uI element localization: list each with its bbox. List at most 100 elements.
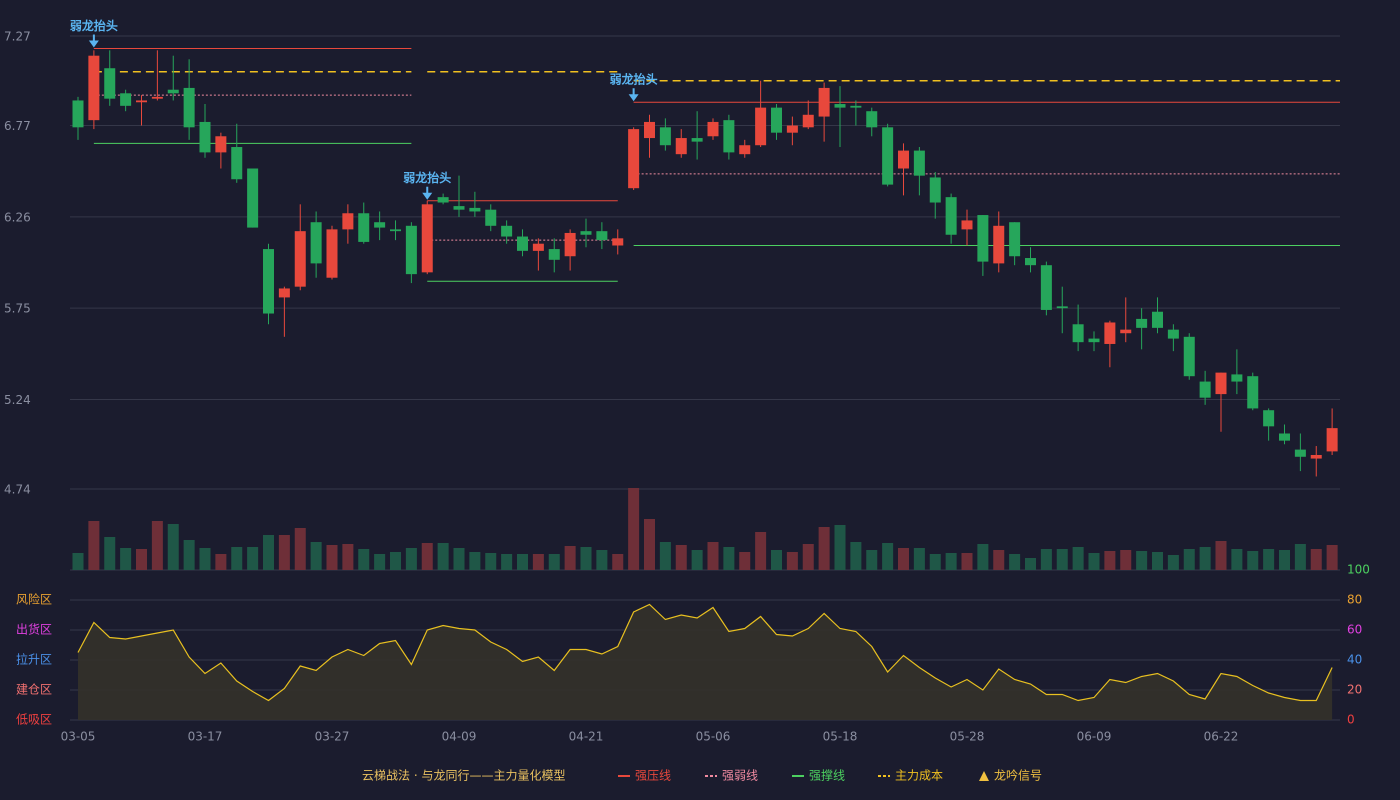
candle-body: [548, 249, 560, 260]
volume-bar: [1263, 549, 1275, 570]
candle-body: [882, 127, 894, 185]
candle-body: [374, 222, 386, 228]
candle-body: [263, 249, 274, 314]
candle-body: [802, 114, 814, 128]
candle-body: [88, 55, 100, 121]
volume-bar: [786, 552, 798, 570]
y2-tick-label: 20: [1347, 683, 1362, 697]
candle-body: [136, 100, 147, 103]
volume-bar: [421, 543, 433, 570]
volume-bar: [691, 550, 703, 570]
candle-body: [453, 206, 465, 210]
zone-label: 低吸区: [16, 713, 52, 727]
volume-bar: [358, 549, 370, 570]
candle-body: [834, 104, 846, 108]
volume-bar: [1215, 541, 1227, 570]
volume-bar: [1056, 549, 1068, 570]
annotation-arrow-head: [628, 94, 639, 102]
candle-body: [1136, 318, 1148, 328]
candle-body: [1215, 372, 1227, 395]
volume-bar: [374, 554, 386, 570]
volume-bar: [961, 553, 973, 570]
candle-body: [1025, 258, 1036, 266]
volume-bar: [548, 554, 560, 570]
candle-body: [405, 225, 417, 275]
candle-body: [628, 129, 640, 189]
volume-bar: [929, 554, 941, 570]
y2-tick-label: 60: [1347, 623, 1362, 637]
candle-body: [1072, 324, 1084, 343]
y2-tick-label: 40: [1347, 653, 1362, 667]
candle-body: [644, 121, 655, 139]
volume-bar: [1247, 551, 1259, 570]
volume-bar: [532, 554, 544, 570]
volume-bar: [945, 553, 957, 570]
volume-bar: [278, 535, 290, 570]
x-tick-label: 06-09: [1077, 730, 1112, 744]
candle-body: [1310, 454, 1322, 459]
legend-label: 强压线: [635, 769, 671, 783]
volume-bar: [659, 542, 671, 570]
candle-body: [1294, 449, 1306, 457]
candle-body: [929, 177, 941, 203]
volume-bar: [882, 543, 894, 570]
volume-bar: [818, 527, 830, 570]
candle-body: [691, 138, 703, 142]
y-tick-label: 7.27: [4, 30, 31, 44]
y2-tick-label: 100: [1347, 563, 1370, 577]
volume-bar: [167, 524, 179, 570]
x-tick-label: 06-22: [1204, 730, 1239, 744]
candle-body: [1279, 433, 1290, 441]
volume-bar: [390, 552, 401, 570]
candle-body: [421, 204, 433, 273]
y2-tick-label: 0: [1347, 713, 1355, 727]
volume-bar: [866, 550, 878, 570]
y-tick-label: 5.75: [4, 302, 31, 316]
candle-body: [469, 207, 481, 212]
candle-body: [151, 96, 163, 99]
y-tick-label: 4.74: [4, 483, 31, 497]
y-tick-label: 6.26: [4, 210, 31, 224]
y2-tick-label: 80: [1347, 593, 1362, 607]
candle-body: [485, 209, 497, 226]
annotation-arrow-head: [422, 192, 433, 200]
volume-bar: [310, 542, 322, 570]
zone-label: 拉升区: [16, 652, 52, 667]
x-tick-label: 03-17: [188, 730, 223, 744]
candle-body: [786, 125, 798, 133]
volume-bar: [1310, 549, 1322, 570]
volume-bar: [1279, 550, 1290, 570]
x-tick-label: 04-21: [569, 730, 604, 744]
legend-label: 主力成本: [895, 769, 943, 783]
volume-bar: [1120, 550, 1132, 570]
candle-body: [72, 100, 84, 128]
zone-label: 风险区: [16, 592, 52, 607]
zone-label: 建仓区: [16, 683, 52, 697]
candle-body: [1199, 381, 1211, 398]
candle-body: [104, 68, 116, 99]
candle-body: [945, 197, 957, 235]
volume-bar: [802, 544, 814, 570]
candle-body: [1263, 410, 1275, 427]
volume-bar: [294, 528, 306, 570]
volume-bar: [501, 554, 513, 570]
annotation-text: 弱龙抬头: [610, 72, 658, 87]
candle-body: [1104, 322, 1116, 344]
candle-body: [675, 138, 687, 155]
volume-bar: [850, 542, 862, 570]
volume-bar: [151, 521, 163, 570]
candle-body: [850, 105, 862, 108]
candle-body: [1247, 376, 1259, 409]
candle-body: [913, 150, 925, 176]
volume-bar: [1072, 547, 1084, 570]
volume-bar: [1040, 549, 1052, 570]
candle-body: [1009, 222, 1021, 257]
candle-body: [977, 215, 989, 262]
volume-bar: [1231, 549, 1243, 570]
candle-body: [501, 225, 513, 237]
candle-body: [326, 229, 338, 278]
volume-bar: [580, 547, 592, 570]
candle-body: [707, 121, 719, 137]
candle-body: [596, 231, 608, 241]
